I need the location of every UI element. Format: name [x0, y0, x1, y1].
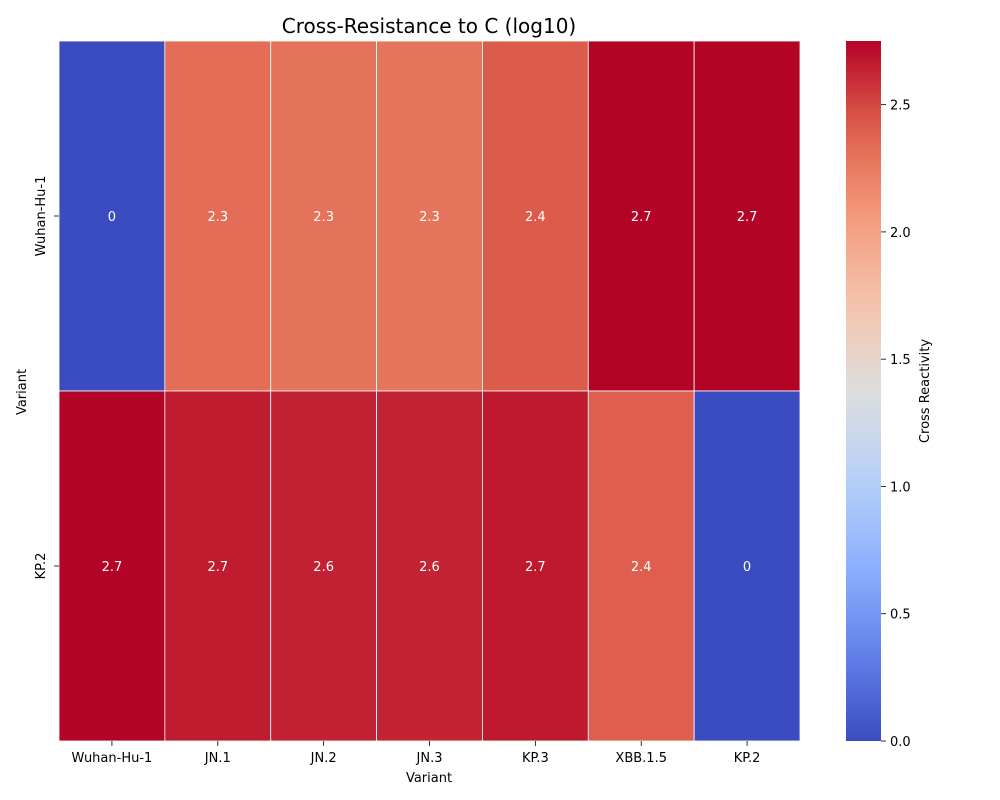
cell-annotation: 2.7	[525, 560, 546, 575]
x-tick-label: JN.2	[310, 751, 337, 766]
cell-annotation: 2.4	[631, 560, 652, 575]
heatmap-cell	[693, 390, 801, 742]
cell-annotation: 2.6	[313, 560, 334, 575]
x-tick-label: KP.2	[734, 751, 761, 766]
colorbar-label: Cross Reactivity	[918, 339, 933, 443]
cell-annotation: 2.3	[207, 210, 228, 225]
chart-title: Cross-Resistance to C (log10)	[282, 14, 576, 38]
cell-annotation: 2.6	[419, 560, 440, 575]
cell-annotation: 2.7	[737, 210, 758, 225]
heatmap-cell	[693, 40, 801, 392]
heatmap-cell	[587, 40, 695, 392]
cell-annotation: 2.3	[313, 210, 334, 225]
heatmap-cell	[376, 40, 483, 392]
cell-annotation: 2.7	[102, 560, 123, 575]
y-tick-label: KP.2	[34, 553, 49, 580]
colorbar-tick-label: 0.0	[890, 735, 911, 750]
cell-annotations: 0 2.3 2.3 2.3 2.4 2.7 2.7 2.7 2.7 2.6 2.6 2.7 2.4 0	[102, 210, 758, 575]
heatmap-cell	[482, 390, 589, 742]
cell-annotation: 2.3	[419, 210, 440, 225]
colorbar	[846, 41, 881, 741]
x-tick-label: KP.3	[522, 751, 549, 766]
cell-annotation: 0	[743, 560, 751, 575]
heatmap-cell	[164, 40, 272, 392]
x-tick-label: JN.1	[204, 751, 231, 766]
y-tick-label: Wuhan-Hu-1	[34, 176, 49, 257]
cell-annotation: 2.7	[631, 210, 652, 225]
y-axis-ticks: Wuhan-Hu-1 KP.2	[34, 176, 59, 580]
colorbar-tick-label: 2.0	[890, 226, 911, 241]
heatmap-cell	[270, 40, 377, 392]
heatmap-cell	[58, 40, 166, 392]
x-axis-ticks: Wuhan-Hu-1 JN.1 JN.2 JN.3 KP.3 XBB.1.5 KP.2	[72, 741, 761, 766]
x-tick-label: XBB.1.5	[615, 751, 667, 766]
x-axis-label: Variant	[406, 771, 452, 786]
x-tick-label: JN.3	[416, 751, 443, 766]
colorbar-tick-label: 2.5	[890, 99, 911, 114]
colorbar-ticks: 0.0 0.5 1.0 1.5 2.0 2.5	[881, 99, 911, 750]
cell-annotation: 0	[108, 210, 116, 225]
colorbar-tick-label: 0.5	[890, 608, 911, 623]
colorbar-tick-label: 1.5	[890, 353, 911, 368]
heatmap-cell	[58, 390, 166, 742]
y-axis-label: Variant	[15, 369, 30, 415]
x-tick-label: Wuhan-Hu-1	[72, 751, 153, 766]
colorbar-tick-label: 1.0	[890, 480, 911, 495]
heatmap-cells	[58, 40, 801, 742]
cell-annotation: 2.4	[525, 210, 546, 225]
heatmap-cell	[270, 390, 377, 742]
cell-annotation: 2.7	[207, 560, 228, 575]
heatmap-cell	[482, 40, 589, 392]
heatmap-cell	[587, 390, 695, 742]
